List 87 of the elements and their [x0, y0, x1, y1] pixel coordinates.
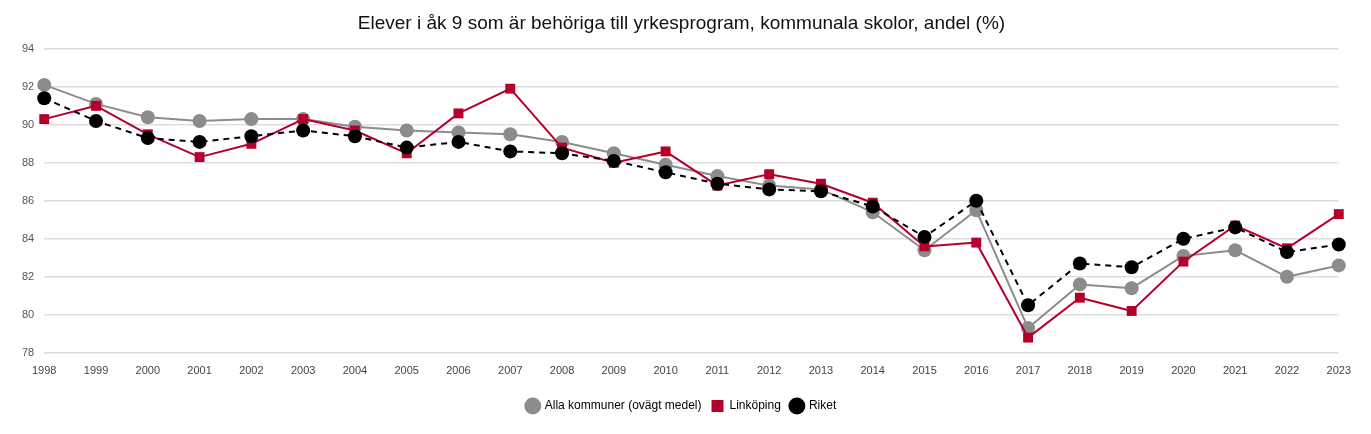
point: [658, 165, 673, 180]
point: [505, 83, 516, 94]
point: [37, 91, 52, 106]
point: [1279, 269, 1294, 284]
x-tick-label: 2016: [964, 364, 989, 377]
point: [503, 144, 518, 159]
x-tick-label: 1998: [31, 364, 57, 377]
point: [192, 134, 207, 149]
point: [1126, 306, 1137, 316]
point: [971, 237, 982, 248]
x-tick-label: 2017: [1015, 364, 1041, 377]
point: [1072, 256, 1087, 271]
x-tick-label: 2005: [394, 364, 419, 377]
x-tick-label: 2001: [187, 364, 212, 377]
point: [1124, 260, 1139, 275]
point: [1333, 209, 1344, 220]
x-tick-label: 2000: [135, 364, 161, 377]
x-tick-label: 2014: [860, 364, 885, 377]
legend-label: Linköping: [729, 398, 781, 413]
point: [1331, 237, 1346, 252]
point: [1176, 231, 1191, 246]
point: [140, 110, 155, 125]
point: [1178, 256, 1189, 267]
point: [192, 114, 207, 128]
y-tick-label: 82: [21, 269, 35, 282]
point: [453, 108, 464, 119]
y-tick-label: 92: [21, 79, 35, 92]
point: [37, 77, 52, 92]
x-tick-label: 2003: [290, 364, 316, 377]
point: [347, 129, 362, 144]
x-tick-label: 2007: [498, 364, 523, 377]
point: [1023, 332, 1034, 343]
point: [1124, 281, 1139, 296]
x-tick-label: 2008: [549, 364, 575, 377]
point: [762, 182, 777, 197]
x-tick-label: 2021: [1222, 364, 1248, 377]
x-tick-label: 2009: [601, 364, 627, 377]
point: [660, 146, 671, 157]
point: [865, 199, 880, 214]
point: [1228, 243, 1243, 258]
x-tick-label: 2002: [239, 364, 264, 377]
x-tick-label: 2019: [1119, 364, 1144, 377]
y-tick-label: 86: [21, 193, 35, 206]
point: [969, 193, 984, 208]
point: [1072, 277, 1087, 292]
y-tick-label: 80: [21, 307, 35, 320]
point: [451, 134, 466, 149]
point: [503, 127, 518, 142]
x-tick-label: 2004: [342, 364, 368, 377]
point: [89, 114, 104, 128]
point: [555, 146, 570, 161]
x-tick-label: 2010: [653, 364, 678, 377]
legend-label: Alla kommuner (ovägt medel): [544, 398, 702, 413]
chart-title: Elever i åk 9 som är behöriga till yrkesprogram, kommunala skolor, andel (%): [357, 11, 1006, 33]
y-tick-label: 94: [21, 41, 35, 54]
point: [296, 123, 311, 138]
point: [1021, 298, 1036, 313]
x-tick-label: 2018: [1067, 364, 1093, 377]
point: [917, 229, 932, 244]
x-tick-label: 2022: [1274, 364, 1300, 377]
point: [1331, 258, 1346, 273]
y-tick-label: 84: [21, 231, 35, 244]
y-tick-label: 78: [21, 345, 35, 358]
x-tick-label: 2015: [912, 364, 937, 377]
point: [399, 140, 414, 155]
point: [91, 100, 101, 111]
legend-label: Riket: [808, 398, 837, 413]
point: [1228, 220, 1243, 235]
point: [244, 112, 259, 127]
point: [194, 152, 205, 163]
x-tick-label: 2011: [705, 364, 730, 377]
point: [140, 131, 155, 146]
x-tick-label: 2013: [808, 364, 834, 377]
point: [606, 153, 621, 168]
point: [764, 169, 775, 180]
x-tick-label: 2006: [446, 364, 471, 377]
x-tick-label: 2023: [1326, 364, 1352, 377]
point: [1074, 292, 1085, 303]
x-tick-label: 2012: [756, 364, 782, 377]
point: [399, 123, 414, 138]
point: [39, 114, 50, 125]
y-tick-label: 90: [21, 117, 35, 130]
x-tick-label: 1999: [83, 364, 109, 377]
point: [1279, 245, 1294, 260]
point: [244, 129, 259, 144]
x-tick-label: 2020: [1171, 364, 1196, 377]
y-tick-label: 88: [21, 155, 35, 168]
